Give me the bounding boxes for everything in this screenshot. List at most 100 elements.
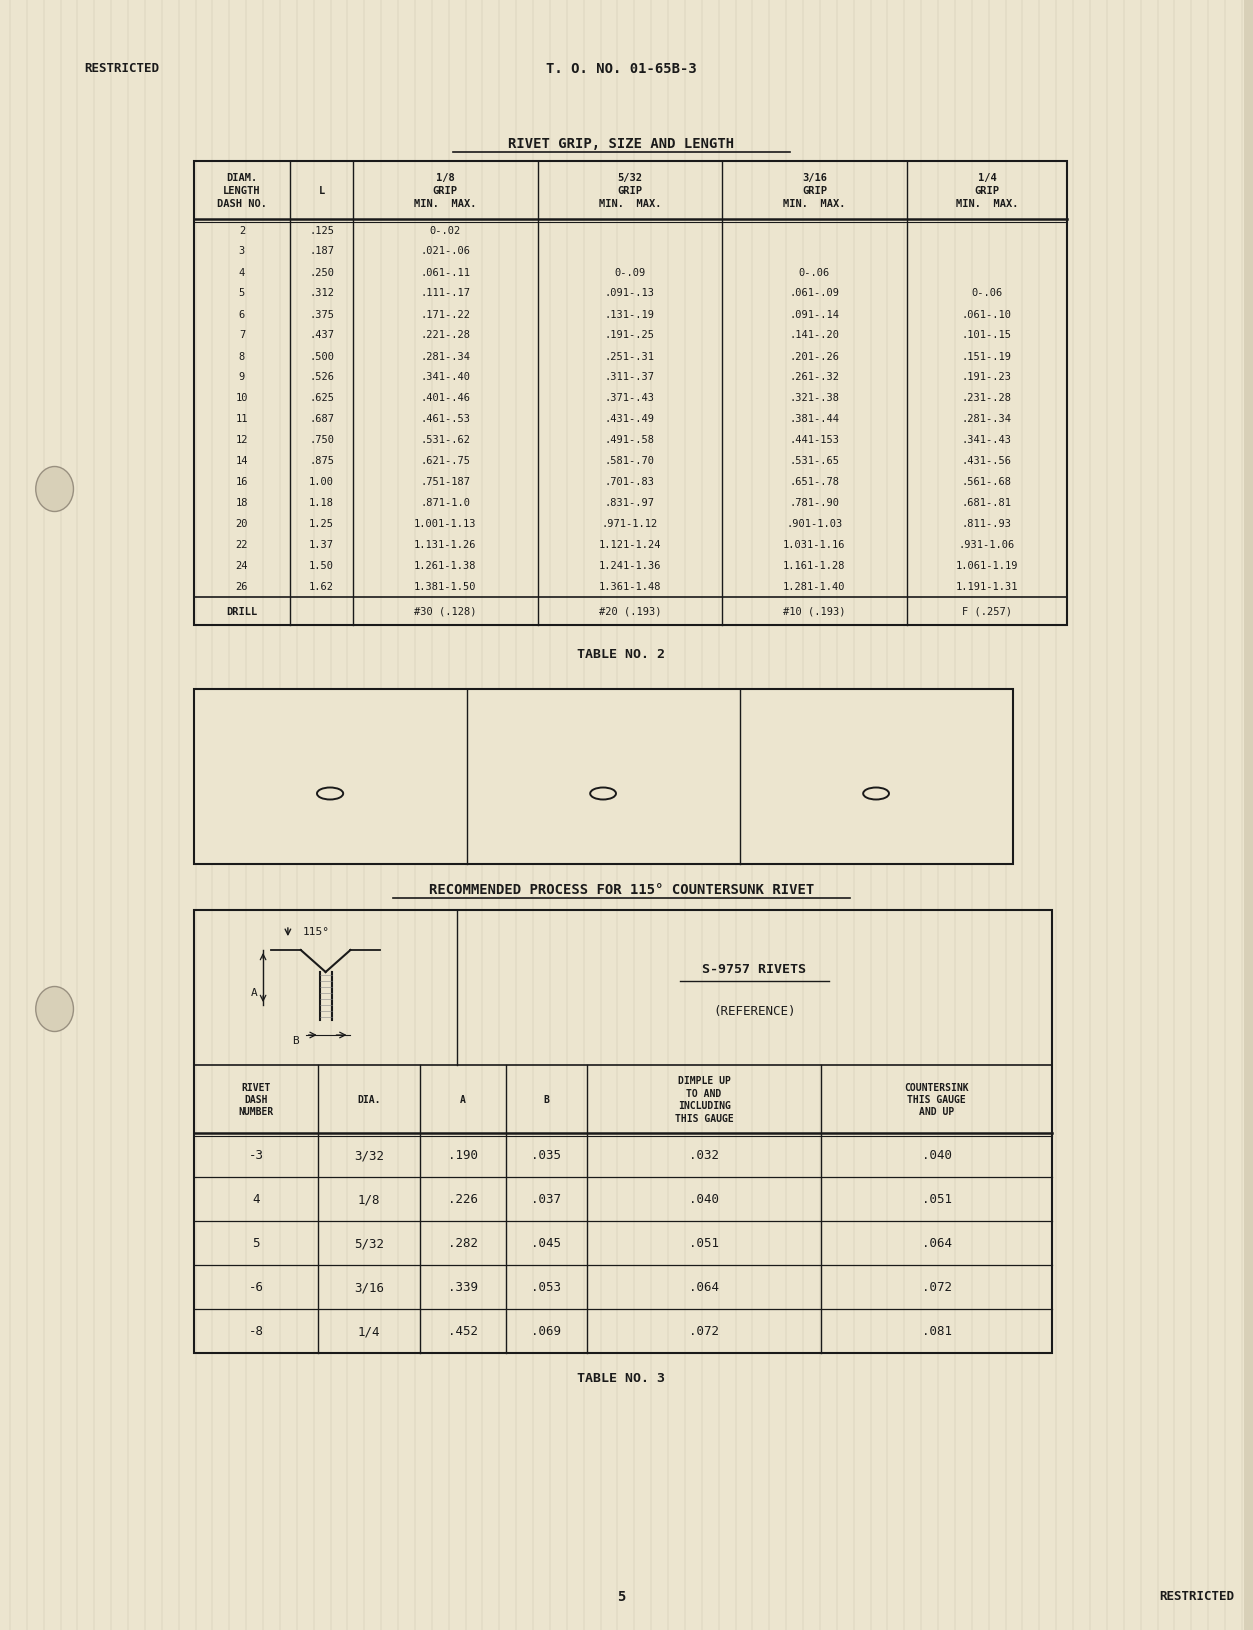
Text: .051: .051 (689, 1237, 719, 1250)
Text: 1.00: 1.00 (309, 478, 335, 487)
Text: -3: -3 (248, 1149, 263, 1162)
Text: .091-.14: .091-.14 (789, 310, 840, 319)
Text: .371-.43: .371-.43 (605, 393, 655, 403)
Text: .561-.68: .561-.68 (962, 478, 1012, 487)
Text: .201-.26: .201-.26 (789, 352, 840, 362)
Text: .531-.62: .531-.62 (420, 435, 470, 445)
Text: S-9757 RIVETS: S-9757 RIVETS (703, 963, 807, 976)
Text: .831-.97: .831-.97 (605, 499, 655, 509)
Text: .072: .072 (689, 1325, 719, 1338)
Text: DIMPLE UP
TO AND
INCLUDING
THIS GAUGE: DIMPLE UP TO AND INCLUDING THIS GAUGE (675, 1076, 733, 1123)
Text: .500: .500 (309, 352, 335, 362)
Text: .040: .040 (922, 1149, 952, 1162)
Text: 1.191-1.31: 1.191-1.31 (956, 582, 1019, 592)
Text: .281-.34: .281-.34 (420, 352, 470, 362)
Text: 1.061-1.19: 1.061-1.19 (956, 561, 1019, 570)
Text: .037: .037 (531, 1193, 561, 1206)
Text: 1.121-1.24: 1.121-1.24 (599, 540, 662, 551)
Text: 11: 11 (236, 414, 248, 424)
Text: .531-.65: .531-.65 (789, 456, 840, 466)
Text: .441-153: .441-153 (789, 435, 840, 445)
Text: .875: .875 (309, 456, 335, 466)
Text: .091-.13: .091-.13 (605, 289, 655, 298)
Text: (REFERENCE): (REFERENCE) (713, 1004, 796, 1017)
Text: 12: 12 (236, 435, 248, 445)
Text: 1.361-1.48: 1.361-1.48 (599, 582, 662, 592)
Text: .431-.56: .431-.56 (962, 456, 1012, 466)
Text: #10 (.193): #10 (.193) (783, 606, 846, 616)
Text: A: A (251, 988, 258, 998)
Text: .221-.28: .221-.28 (420, 331, 470, 341)
Text: .040: .040 (689, 1193, 719, 1206)
Text: .751-187: .751-187 (420, 478, 470, 487)
Text: 26: 26 (236, 582, 248, 592)
Text: .021-.06: .021-.06 (420, 246, 470, 256)
Text: .072: .072 (922, 1281, 952, 1294)
Text: A: A (460, 1094, 466, 1104)
Text: .061-.09: .061-.09 (789, 289, 840, 298)
Text: 1.37: 1.37 (309, 540, 335, 551)
Text: .250: .250 (309, 267, 335, 277)
Text: F (.257): F (.257) (962, 606, 1012, 616)
Text: 3/16
GRIP
MIN.  MAX.: 3/16 GRIP MIN. MAX. (783, 173, 846, 209)
Text: 1.001-1.13: 1.001-1.13 (413, 520, 476, 530)
Text: 5/32: 5/32 (355, 1237, 385, 1250)
Ellipse shape (36, 468, 74, 512)
Text: 1.50: 1.50 (309, 561, 335, 570)
Text: 16: 16 (236, 478, 248, 487)
Text: .375: .375 (309, 310, 335, 319)
Text: RIVET GRIP, SIZE AND LENGTH: RIVET GRIP, SIZE AND LENGTH (509, 137, 734, 152)
Text: #30 (.128): #30 (.128) (413, 606, 476, 616)
Text: 0-.02: 0-.02 (430, 225, 461, 235)
Text: 1.62: 1.62 (309, 582, 335, 592)
Text: .811-.93: .811-.93 (962, 520, 1012, 530)
Text: 1.031-1.16: 1.031-1.16 (783, 540, 846, 551)
Text: .437: .437 (309, 331, 335, 341)
Text: .526: .526 (309, 372, 335, 383)
Text: 1/8
GRIP
MIN.  MAX.: 1/8 GRIP MIN. MAX. (413, 173, 476, 209)
Ellipse shape (863, 787, 888, 800)
Text: -8: -8 (248, 1325, 263, 1338)
Text: -6: -6 (248, 1281, 263, 1294)
Text: 1.131-1.26: 1.131-1.26 (413, 540, 476, 551)
Text: 3/16: 3/16 (355, 1281, 385, 1294)
Text: .226: .226 (447, 1193, 477, 1206)
Text: 14: 14 (236, 456, 248, 466)
Text: .931-1.06: .931-1.06 (959, 540, 1015, 551)
Text: .141-.20: .141-.20 (789, 331, 840, 341)
Text: 0-.06: 0-.06 (971, 289, 1002, 298)
Text: TABLE NO. 3: TABLE NO. 3 (578, 1371, 665, 1384)
Text: 1.261-1.38: 1.261-1.38 (413, 561, 476, 570)
Text: 24: 24 (236, 561, 248, 570)
Text: .311-.37: .311-.37 (605, 372, 655, 383)
Bar (193, 161, 1068, 626)
Text: .064: .064 (922, 1237, 952, 1250)
Text: .191-.23: .191-.23 (962, 372, 1012, 383)
Text: .171-.22: .171-.22 (420, 310, 470, 319)
Text: RESTRICTED: RESTRICTED (84, 62, 159, 75)
Text: .151-.19: .151-.19 (962, 352, 1012, 362)
Text: .491-.58: .491-.58 (605, 435, 655, 445)
Text: .064: .064 (689, 1281, 719, 1294)
Text: 5: 5 (252, 1237, 259, 1250)
Text: .131-.19: .131-.19 (605, 310, 655, 319)
Text: DIA.: DIA. (357, 1094, 381, 1104)
Text: 3/32: 3/32 (355, 1149, 385, 1162)
Text: .681-.81: .681-.81 (962, 499, 1012, 509)
Text: B: B (544, 1094, 549, 1104)
Text: .750: .750 (309, 435, 335, 445)
Text: .281-.34: .281-.34 (962, 414, 1012, 424)
Ellipse shape (36, 986, 74, 1032)
Text: 5: 5 (239, 289, 246, 298)
Text: .901-1.03: .901-1.03 (787, 520, 842, 530)
Text: .282: .282 (447, 1237, 477, 1250)
Text: 1/4: 1/4 (358, 1325, 381, 1338)
Text: 4: 4 (239, 267, 246, 277)
Text: 1.241-1.36: 1.241-1.36 (599, 561, 662, 570)
Text: 5: 5 (618, 1589, 625, 1602)
Text: DIAM.
LENGTH
DASH NO.: DIAM. LENGTH DASH NO. (217, 173, 267, 209)
Text: B: B (292, 1035, 299, 1045)
Text: .621-.75: .621-.75 (420, 456, 470, 466)
Text: .701-.83: .701-.83 (605, 478, 655, 487)
Text: .261-.32: .261-.32 (789, 372, 840, 383)
